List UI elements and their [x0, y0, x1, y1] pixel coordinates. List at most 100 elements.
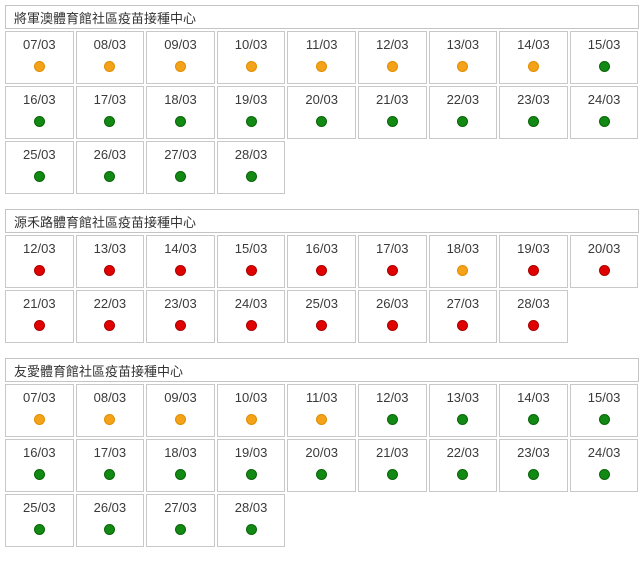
date-cell[interactable]: 27/03	[428, 290, 498, 343]
date-label: 25/03	[23, 147, 56, 162]
date-cell[interactable]: 07/03	[5, 31, 74, 84]
date-cell[interactable]: 26/03	[357, 290, 427, 343]
date-cell[interactable]: 18/03	[428, 235, 498, 288]
date-cell[interactable]: 28/03	[216, 141, 286, 194]
date-cell[interactable]: 20/03	[287, 439, 356, 492]
date-cell[interactable]: 14/03	[499, 384, 568, 437]
date-cell[interactable]: 19/03	[216, 86, 286, 139]
date-cell[interactable]: 24/03	[569, 86, 639, 139]
date-cell[interactable]: 19/03	[499, 235, 568, 288]
date-cell[interactable]: 28/03	[499, 290, 568, 343]
status-dot-icon-red	[527, 265, 539, 276]
date-cell[interactable]: 11/03	[287, 384, 356, 437]
date-cell[interactable]: 15/03	[569, 31, 639, 84]
center-title: 將軍澳體育館社區疫苗接種中心	[5, 5, 639, 29]
date-cell[interactable]: 23/03	[146, 290, 215, 343]
date-cell[interactable]: 27/03	[146, 141, 215, 194]
date-cell[interactable]: 08/03	[75, 31, 145, 84]
date-cell[interactable]: 14/03	[146, 235, 215, 288]
status-dot-icon-green	[174, 116, 186, 127]
status-dot-icon-red	[33, 320, 45, 331]
date-cell[interactable]: 17/03	[75, 439, 145, 492]
date-label: 16/03	[23, 445, 56, 460]
date-label: 17/03	[93, 445, 127, 460]
status-dot-icon-green	[245, 171, 257, 182]
date-grid: 12/03 13/03 14/03 15/03 16/03 17/03 18/0…	[5, 235, 639, 343]
status-dot-icon-green	[33, 469, 45, 480]
date-cell[interactable]: 10/03	[216, 31, 286, 84]
date-cell[interactable]: 12/03	[357, 31, 427, 84]
date-cell[interactable]: 26/03	[75, 141, 145, 194]
date-label: 10/03	[234, 37, 268, 52]
date-label: 15/03	[234, 241, 268, 256]
date-cell[interactable]: 24/03	[216, 290, 286, 343]
status-dot-icon-green	[33, 116, 45, 127]
date-cell[interactable]: 12/03	[5, 235, 74, 288]
date-label: 23/03	[517, 445, 550, 460]
date-label: 14/03	[517, 37, 550, 52]
date-label: 11/03	[305, 37, 338, 52]
date-cell[interactable]: 14/03	[499, 31, 568, 84]
date-cell[interactable]: 20/03	[569, 235, 639, 288]
status-dot-icon-green	[104, 116, 116, 127]
date-cell[interactable]: 17/03	[357, 235, 427, 288]
date-label: 07/03	[23, 37, 56, 52]
date-cell[interactable]: 17/03	[75, 86, 145, 139]
status-dot-icon-green	[386, 469, 398, 480]
date-cell[interactable]: 18/03	[146, 439, 215, 492]
date-cell[interactable]: 09/03	[146, 384, 215, 437]
date-cell[interactable]: 13/03	[428, 31, 498, 84]
date-label: 25/03	[23, 500, 56, 515]
date-cell[interactable]: 13/03	[428, 384, 498, 437]
date-cell[interactable]: 15/03	[216, 235, 286, 288]
date-cell[interactable]: 16/03	[287, 235, 356, 288]
date-cell[interactable]: 23/03	[499, 439, 568, 492]
date-cell[interactable]: 16/03	[5, 439, 74, 492]
date-cell[interactable]: 09/03	[146, 31, 215, 84]
status-dot-icon-red	[598, 265, 610, 276]
date-cell[interactable]: 13/03	[75, 235, 145, 288]
date-cell[interactable]: 28/03	[216, 494, 286, 547]
date-cell[interactable]: 20/03	[287, 86, 356, 139]
status-dot-icon-red	[174, 265, 186, 276]
date-cell[interactable]: 25/03	[5, 141, 74, 194]
date-cell[interactable]: 26/03	[75, 494, 145, 547]
date-cell[interactable]: 22/03	[428, 86, 498, 139]
date-cell[interactable]: 16/03	[5, 86, 74, 139]
status-dot-icon-green	[316, 116, 328, 127]
date-label: 27/03	[164, 500, 197, 515]
date-cell[interactable]: 18/03	[146, 86, 215, 139]
date-cell[interactable]: 12/03	[357, 384, 427, 437]
date-cell[interactable]: 24/03	[569, 439, 639, 492]
date-cell[interactable]: 11/03	[287, 31, 356, 84]
date-cell[interactable]: 25/03	[287, 290, 356, 343]
date-cell[interactable]: 27/03	[146, 494, 215, 547]
status-dot-icon-green	[457, 116, 469, 127]
status-dot-icon-green	[245, 469, 257, 480]
date-cell[interactable]: 22/03	[75, 290, 145, 343]
status-dot-icon-green	[174, 524, 186, 535]
date-cell[interactable]: 23/03	[499, 86, 568, 139]
date-label: 24/03	[587, 92, 621, 107]
date-cell[interactable]: 15/03	[569, 384, 639, 437]
status-dot-icon-red	[316, 320, 328, 331]
date-cell[interactable]: 19/03	[216, 439, 286, 492]
date-label: 23/03	[517, 92, 550, 107]
date-cell[interactable]: 21/03	[5, 290, 74, 343]
date-cell[interactable]: 08/03	[75, 384, 145, 437]
date-cell[interactable]: 22/03	[428, 439, 498, 492]
status-dot-icon-red	[386, 320, 398, 331]
date-cell[interactable]: 25/03	[5, 494, 74, 547]
date-cell[interactable]: 07/03	[5, 384, 74, 437]
date-label: 20/03	[587, 241, 621, 256]
date-label: 14/03	[517, 390, 550, 405]
date-cell[interactable]: 21/03	[357, 86, 427, 139]
status-dot-icon-red	[527, 320, 539, 331]
date-cell[interactable]: 10/03	[216, 384, 286, 437]
date-label: 28/03	[234, 147, 268, 162]
date-label: 17/03	[93, 92, 127, 107]
date-cell[interactable]: 21/03	[357, 439, 427, 492]
status-dot-icon-green	[104, 171, 116, 182]
center-title: 友愛體育館社區疫苗接種中心	[5, 358, 639, 382]
